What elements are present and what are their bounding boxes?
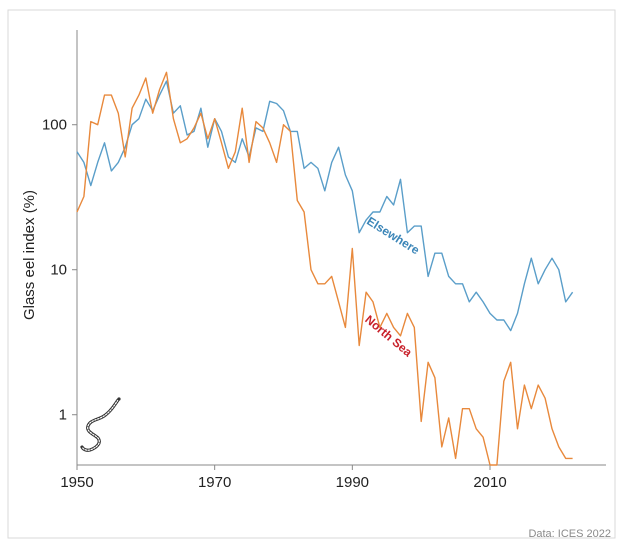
axes: 1 10 100 1950 1970 1990 2010 [42, 30, 606, 491]
y-tick-label: 10 [50, 262, 67, 279]
series-line-north-sea [76, 71, 573, 466]
y-tick-label: 100 [42, 117, 67, 134]
y-axis-title: Glass eel index (%) [21, 190, 38, 320]
x-tick-label: 2010 [473, 474, 506, 491]
eel-icon [80, 397, 121, 452]
chart-frame [7, 9, 616, 539]
x-tick-label: 1990 [336, 474, 369, 491]
data-credit: Data: ICES 2022 [528, 528, 611, 540]
series-label-north-sea: North Sea [362, 312, 415, 359]
series-line-elsewhere [76, 80, 574, 332]
series-layer [76, 71, 574, 466]
x-tick-label: 1970 [198, 474, 231, 491]
series-label-elsewhere: Elsewhere [364, 214, 422, 258]
y-tick-label: 1 [59, 407, 67, 424]
x-tick-label: 1950 [60, 474, 93, 491]
